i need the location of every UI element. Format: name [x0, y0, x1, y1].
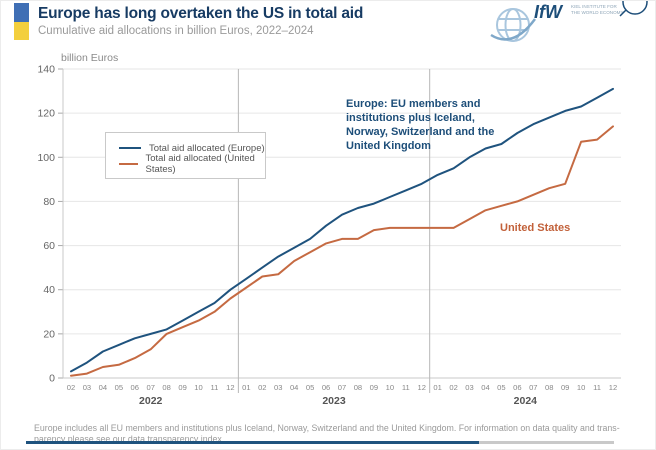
legend-item-united-states: Total aid allocated (United States): [119, 153, 265, 175]
x-tick-label: 07: [146, 383, 154, 392]
x-tick-label: 10: [386, 383, 394, 392]
x-tick-label: 04: [99, 383, 107, 392]
ukraine-flag-icon: [14, 3, 29, 40]
x-tick-label: 11: [593, 383, 601, 392]
x-tick-label: 06: [131, 383, 139, 392]
x-tick-label: 10: [194, 383, 202, 392]
x-tick-label: 03: [83, 383, 91, 392]
x-tick-label: 04: [290, 383, 298, 392]
institute-name-line1: KIEL INSTITUTE FOR: [571, 4, 617, 9]
x-tick-label: 05: [497, 383, 505, 392]
ifw-kiel-logo: IfW KIEL INSTITUTE FOR THE WORLD ECONOMY: [483, 1, 651, 58]
x-tick-label: 12: [417, 383, 425, 392]
flag-yellow-stripe: [14, 21, 29, 40]
x-tick-label: 08: [162, 383, 170, 392]
footer-accent-bar: [26, 441, 479, 444]
x-tick-label: 02: [449, 383, 457, 392]
y-tick-label: 20: [43, 328, 55, 340]
x-tick-label: 03: [274, 383, 282, 392]
footer-note-line2: parency please see our data transparency…: [34, 434, 225, 444]
x-tick-label: 01: [433, 383, 441, 392]
y-tick-label: 60: [43, 240, 55, 252]
y-tick-label: 40: [43, 284, 55, 296]
legend-label-europe: Total aid allocated (Europe): [149, 142, 265, 154]
x-tick-label: 01: [242, 383, 250, 392]
x-tick-label: 06: [513, 383, 521, 392]
x-tick-label: 07: [529, 383, 537, 392]
x-tick-label: 11: [211, 383, 219, 392]
legend-swatch-europe: [119, 147, 141, 149]
x-tick-label: 05: [306, 383, 314, 392]
x-tick-label: 08: [354, 383, 362, 392]
x-tick-label: 05: [115, 383, 123, 392]
x-tick-label: 09: [561, 383, 569, 392]
y-tick-label: 100: [37, 152, 55, 164]
footer-note-line1: Europe includes all EU members and insti…: [34, 423, 620, 433]
legend-label-united-states: Total aid allocated (United States): [145, 153, 255, 175]
flag-blue-stripe: [14, 3, 29, 22]
y-tick-label: 140: [37, 64, 55, 76]
united-states-series-label: United States: [500, 222, 571, 234]
page-subtitle: Cumulative aid allocations in billion Eu…: [38, 25, 314, 37]
legend-item-europe: Total aid allocated (Europe): [119, 140, 265, 156]
x-tick-label: 12: [609, 383, 617, 392]
x-tick-label: 04: [481, 383, 489, 392]
x-tick-label: 03: [465, 383, 473, 392]
ifw-wordmark: IfW: [534, 2, 564, 22]
x-tick-label: 06: [322, 383, 330, 392]
x-tick-label: 09: [370, 383, 378, 392]
year-label: 2022: [139, 395, 163, 407]
chart-legend: Total aid allocated (Europe) Total aid a…: [105, 132, 266, 179]
x-tick-label: 12: [226, 383, 234, 392]
europe-series-line: [70, 87, 614, 373]
page-title: Europe has long overtaken the US in tota…: [38, 5, 364, 22]
footer-note: Europe includes all EU members and insti…: [34, 423, 634, 445]
y-tick-label: 80: [43, 196, 55, 208]
ifw-logo-graphic: IfW KIEL INSTITUTE FOR THE WORLD ECONOMY: [490, 1, 648, 42]
footer-accent-bar-tail: [479, 441, 614, 444]
institute-name-line2: THE WORLD ECONOMY: [571, 10, 624, 15]
europe-series-annotation: Europe: EU members and institutions plus…: [346, 98, 495, 152]
year-label: 2024: [514, 395, 538, 407]
x-tick-label: 10: [577, 383, 585, 392]
x-tick-label: 11: [402, 383, 410, 392]
y-axis-unit-label: billion Euros: [61, 52, 119, 64]
x-tick-label: 02: [67, 383, 75, 392]
x-tick-label: 09: [178, 383, 186, 392]
globe-icon: [490, 8, 537, 42]
united-states-series-line: [70, 125, 614, 377]
x-tick-label: 02: [258, 383, 266, 392]
x-tick-label: 08: [545, 383, 553, 392]
magnifier-icon: [619, 1, 648, 17]
year-label: 2023: [322, 395, 346, 407]
y-tick-label: 120: [37, 108, 55, 120]
x-tick-label: 07: [338, 383, 346, 392]
y-tick-label: 0: [49, 373, 55, 385]
legend-swatch-united-states: [119, 163, 138, 165]
